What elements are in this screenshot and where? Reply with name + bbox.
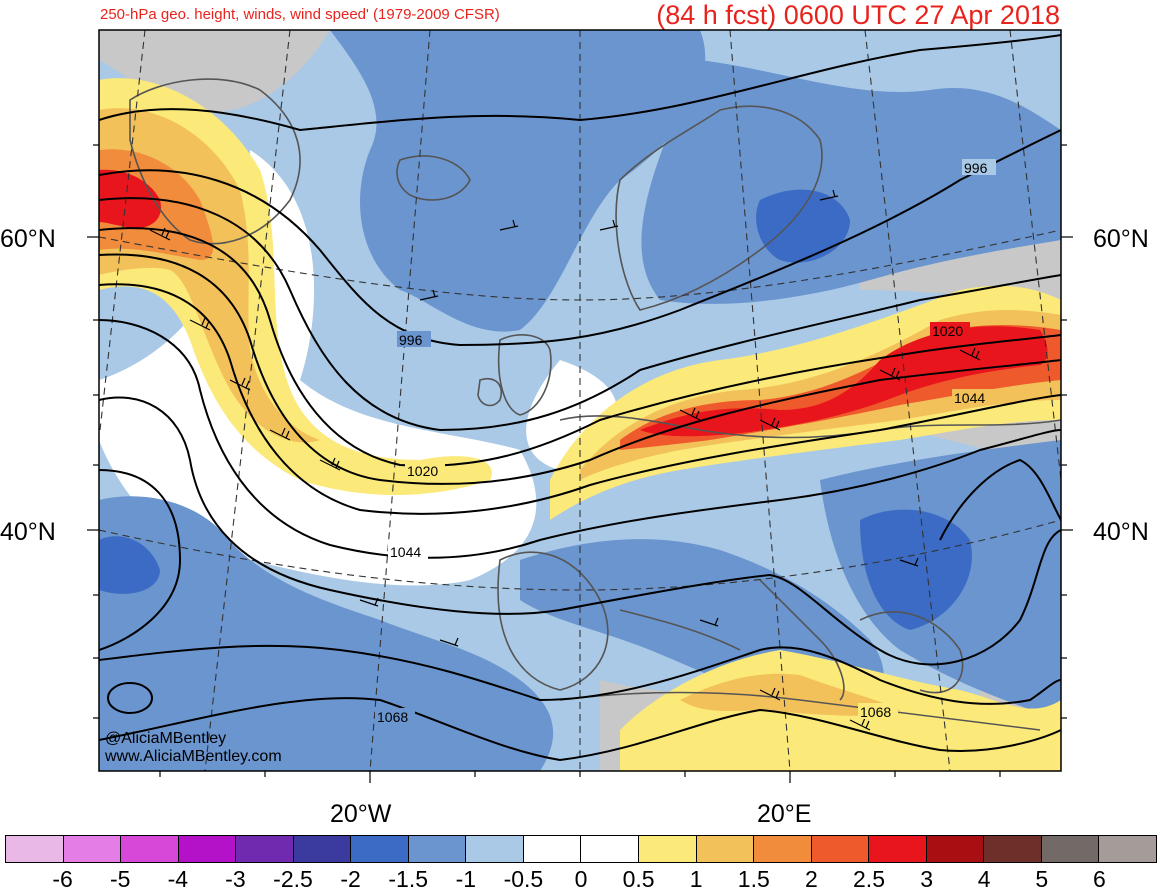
colorbar-tick-label: 1 (689, 866, 703, 892)
colorbar-tick-label: -5 (109, 866, 131, 892)
credit-handle: @AliciaMBentley (105, 730, 227, 747)
credit-url: www.AliciaMBentley.com (105, 748, 282, 765)
colorbar-box (1098, 835, 1157, 863)
height-contours (99, 34, 1061, 762)
colorbar-box (292, 835, 352, 863)
contour-label-group: 996 996 1020 1020 1044 1044 1068 1068 (375, 159, 996, 725)
lat-label-60n-right: 60°N (1093, 225, 1149, 253)
colorbar-tick-label: -2.5 (273, 866, 313, 892)
colorbar-tick-label: 0 (574, 866, 588, 892)
lat-label-40n-left: 40°N (0, 518, 56, 546)
colorbar-box (5, 835, 64, 863)
contour-label: 996 (399, 332, 423, 348)
colorbar-tick-label: -1 (455, 866, 477, 892)
contour-label: 1068 (377, 709, 408, 725)
lat-label-60n-left: 60°N (0, 225, 56, 253)
lat-label-40n-right: 40°N (1093, 518, 1149, 546)
colorbar-tick-label: 3 (920, 866, 933, 892)
frame-ticks (87, 144, 1073, 783)
colorbar (5, 835, 1157, 863)
contour-label: 1068 (860, 704, 891, 720)
colorbar-tick-label: -6 (52, 866, 73, 892)
graticule (99, 30, 1061, 771)
colorbar-box (407, 835, 467, 863)
lon-label-20e: 20°E (757, 800, 812, 828)
colorbar-box (350, 835, 409, 863)
colorbar-box (983, 835, 1042, 863)
colorbar-box (120, 835, 179, 863)
colorbar-box (638, 835, 697, 863)
wind-barbs (149, 189, 981, 731)
colorbar-box (235, 835, 294, 863)
colorbar-tick-label: 2 (804, 866, 818, 892)
colorbar-box (177, 835, 237, 863)
colorbar-box (925, 835, 985, 863)
forecast-time: (84 h fcst) 0600 UTC 27 Apr 2018 (656, 0, 1060, 30)
colorbar-box (868, 835, 927, 863)
contour-label: 1044 (390, 544, 421, 560)
colorbar-tick-label: -1.5 (388, 866, 429, 892)
contour-label: 996 (964, 160, 988, 176)
colorbar-tick-label: -2 (340, 866, 361, 892)
colorbar-tick-label: -0.5 (503, 866, 544, 892)
colorbar-tick-label: 6 (1092, 866, 1106, 892)
contour-label: 1044 (954, 390, 985, 406)
colorbar-tick-label: 4 (977, 866, 991, 892)
colorbar-box (810, 835, 870, 863)
contour-label: 1020 (407, 463, 438, 479)
colorbar-box (695, 835, 755, 863)
colorbar-box (753, 835, 812, 863)
contour-label: 1020 (932, 323, 963, 339)
colorbar-tick-label: 1.5 (737, 866, 770, 892)
map-title: 250-hPa geo. height, winds, wind speed' … (100, 6, 500, 23)
colorbar-box (580, 835, 640, 863)
colorbar-tick-label: 2.5 (853, 866, 885, 892)
lon-label-20w: 20°W (330, 800, 392, 828)
colorbar-tick-label: 5 (1035, 866, 1049, 892)
coastlines (129, 78, 1061, 731)
colorbar-tick-label: 0.5 (622, 866, 655, 892)
colorbar-box (465, 835, 524, 863)
colorbar-tick-label: -4 (167, 866, 189, 892)
colorbar-box (1040, 835, 1100, 863)
colorbar-box (62, 835, 122, 863)
colorbar-tick-label: -3 (225, 866, 246, 892)
colorbar-box (522, 835, 582, 863)
